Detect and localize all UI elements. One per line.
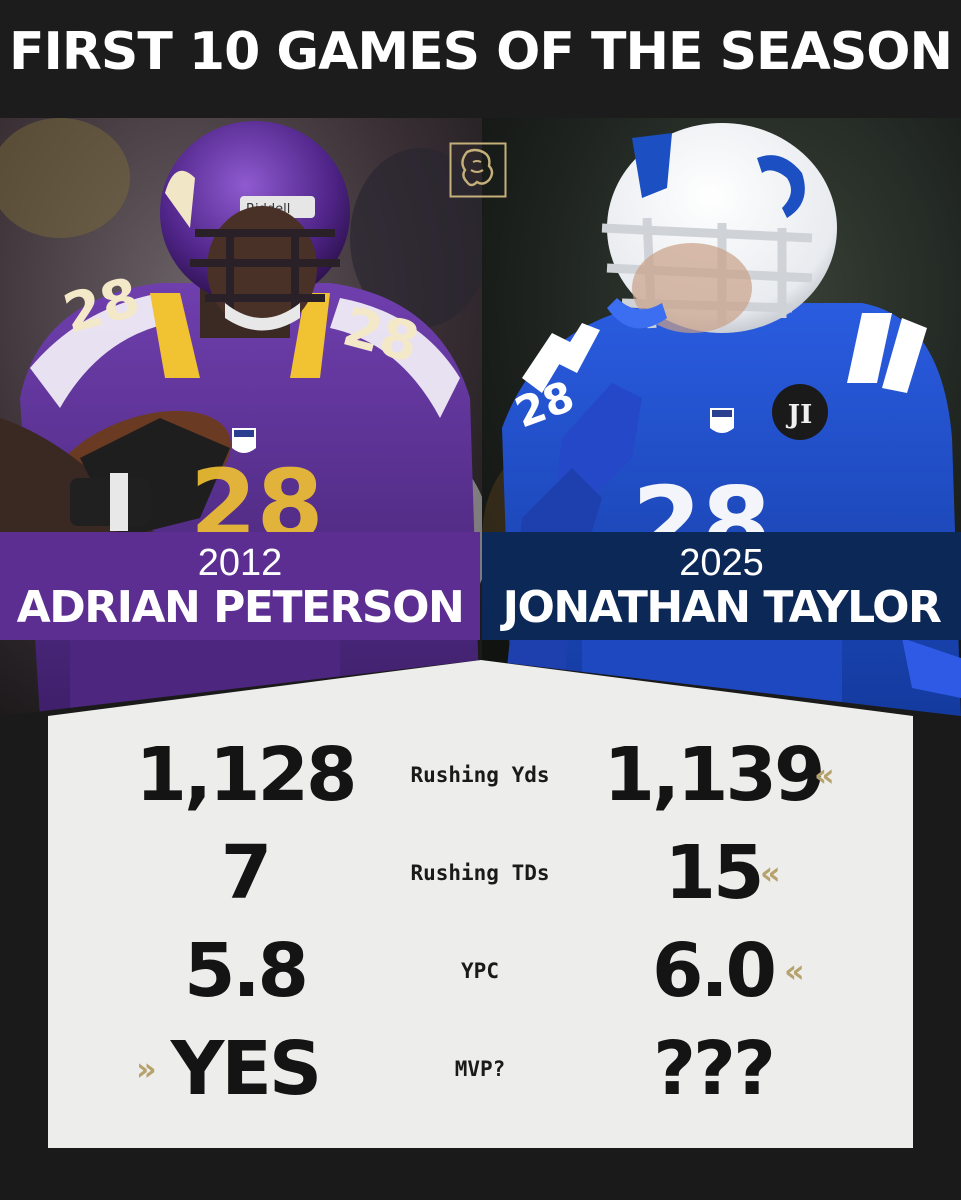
stat-label: Rushing Yds xyxy=(410,763,550,787)
stat-row-ypc: 5.8 YPC 6.0 « xyxy=(0,926,961,1016)
left-player-year: 2012 xyxy=(197,542,283,584)
double-chevron-right-icon: » xyxy=(136,1050,157,1088)
right-stat-value: 6.0 xyxy=(651,928,777,1014)
stat-label: Rushing TDs xyxy=(410,861,550,885)
left-player-name: ADRIAN PETERSON xyxy=(16,582,465,633)
title-bar: FIRST 10 GAMES OF THE SEASON xyxy=(0,0,961,118)
stat-label: MVP? xyxy=(454,1057,506,1081)
patch-text: JI xyxy=(786,400,812,430)
right-stat-value: 15 xyxy=(664,830,765,916)
stat-row-mvp: » YES MVP? ??? xyxy=(0,1024,961,1114)
left-player-band: 2012 ADRIAN PETERSON xyxy=(0,532,480,640)
lion-logo-icon xyxy=(449,142,507,198)
stat-row-rushing-yds: 1,128 Rushing Yds 1,139 « xyxy=(0,730,961,820)
page-title: FIRST 10 GAMES OF THE SEASON xyxy=(9,22,953,82)
right-player-band: 2025 JONATHAN TAYLOR xyxy=(482,532,961,640)
double-chevron-left-icon: « xyxy=(814,756,835,794)
left-stat-value: YES xyxy=(170,1026,322,1112)
right-player-name: JONATHAN TAYLOR xyxy=(502,582,942,633)
left-player-photo: 28 28 Riddell 28 xyxy=(0,118,482,718)
left-stat-value: 5.8 xyxy=(183,928,309,1014)
right-stat-value: ??? xyxy=(653,1026,776,1112)
stat-row-rushing-tds: 7 Rushing TDs 15 « xyxy=(0,828,961,918)
right-stat-value: 1,139 xyxy=(603,732,825,818)
left-stat-value: 7 xyxy=(220,830,273,916)
double-chevron-left-icon: « xyxy=(760,854,781,892)
right-player-year: 2025 xyxy=(679,542,764,584)
stats-panel xyxy=(0,660,961,1200)
left-stat-value: 1,128 xyxy=(135,732,357,818)
double-chevron-left-icon: « xyxy=(784,952,805,990)
memorial-patch xyxy=(772,384,828,440)
stat-label: YPC xyxy=(461,959,499,983)
